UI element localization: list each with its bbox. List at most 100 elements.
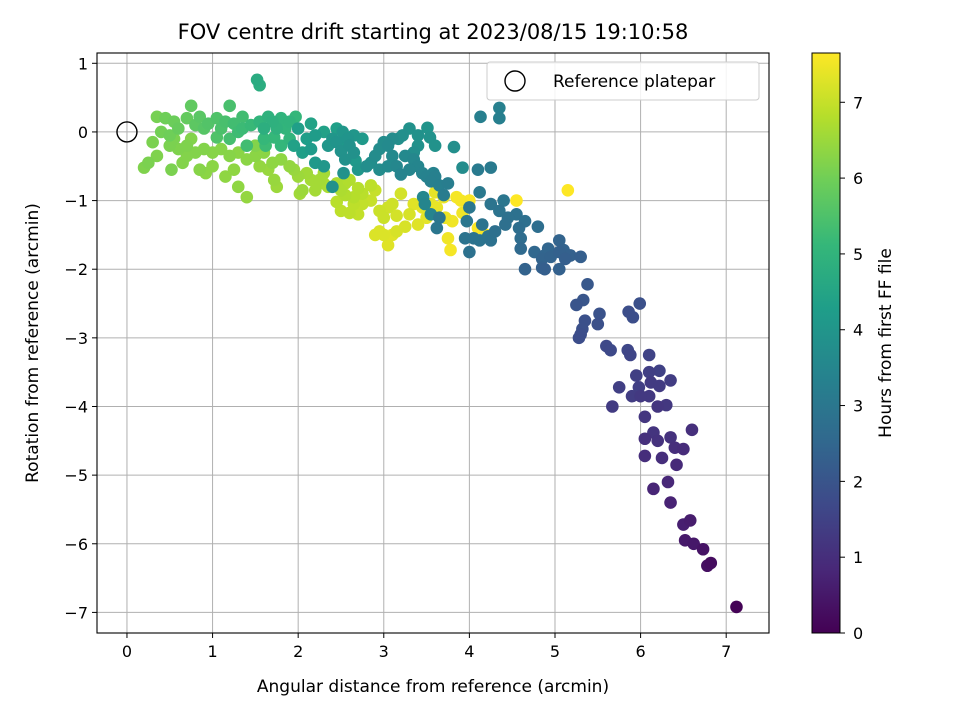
data-point <box>257 132 271 146</box>
data-point <box>552 262 566 276</box>
data-point <box>390 209 403 222</box>
y-axis-ticks: 1 0 −1 −2 −3 −4 −5 −6 −7 <box>64 54 97 622</box>
y-tick-label: −1 <box>64 192 88 211</box>
data-point <box>591 317 605 331</box>
data-point <box>683 514 697 527</box>
data-point <box>418 197 432 211</box>
data-point <box>364 179 378 192</box>
data-point <box>197 142 211 156</box>
data-point <box>677 442 690 456</box>
data-point <box>214 142 228 156</box>
data-point <box>150 149 164 163</box>
data-point <box>488 225 502 238</box>
x-tick-label: 0 <box>122 642 132 661</box>
data-point <box>499 218 512 231</box>
y-tick-label: −3 <box>64 329 88 348</box>
data-point <box>664 374 677 387</box>
data-point <box>581 278 594 291</box>
colorbar-label: Hours from first FF file <box>876 248 896 438</box>
data-point <box>347 146 361 159</box>
data-point <box>421 121 434 135</box>
data-point <box>512 221 526 235</box>
y-tick-label: −4 <box>64 397 88 416</box>
colorbar-tick-label: 7 <box>853 93 863 112</box>
data-point <box>570 298 583 312</box>
data-point <box>330 195 343 209</box>
colorbar-tick-label: 5 <box>853 245 863 264</box>
data-point <box>454 194 468 207</box>
data-point <box>317 159 331 173</box>
y-tick-label: −2 <box>64 260 88 279</box>
data-point <box>604 343 617 357</box>
data-point <box>664 496 677 509</box>
data-point <box>240 190 254 204</box>
data-point <box>338 153 352 166</box>
data-point <box>326 180 339 194</box>
x-tick-label: 7 <box>721 642 731 661</box>
data-point <box>394 187 408 201</box>
data-point <box>471 163 485 176</box>
data-point <box>606 400 619 413</box>
data-point <box>638 432 652 446</box>
data-point <box>670 458 683 472</box>
data-point <box>394 168 408 181</box>
data-point <box>223 149 236 163</box>
data-point <box>231 180 245 194</box>
data-point <box>274 153 288 166</box>
data-point <box>531 220 545 233</box>
data-point <box>308 129 322 142</box>
data-point <box>493 101 506 115</box>
data-point <box>411 218 425 231</box>
data-point <box>308 183 322 197</box>
data-point <box>219 170 232 183</box>
data-point <box>552 234 566 247</box>
data-point <box>266 115 279 128</box>
data-point <box>142 156 155 170</box>
data-point <box>638 410 652 424</box>
data-point <box>430 221 444 235</box>
data-point <box>274 139 288 152</box>
data-point <box>484 161 498 174</box>
data-point <box>696 542 710 556</box>
data-point <box>227 163 241 176</box>
data-point <box>240 139 254 152</box>
data-point <box>163 129 177 142</box>
data-point <box>441 232 455 245</box>
data-point <box>283 159 296 173</box>
data-point <box>685 423 699 437</box>
data-point <box>730 600 743 614</box>
data-point <box>441 177 455 190</box>
data-point <box>223 132 236 146</box>
legend-marker-icon <box>504 70 526 92</box>
x-tick-label: 5 <box>550 642 560 661</box>
data-point <box>433 211 446 225</box>
data-point <box>653 379 666 393</box>
data-point <box>510 194 523 207</box>
data-point <box>638 449 652 463</box>
data-point <box>386 197 399 211</box>
data-point <box>193 163 207 176</box>
data-point <box>180 139 194 152</box>
data-point <box>664 431 677 444</box>
data-point <box>572 331 586 345</box>
data-point <box>257 122 271 135</box>
data-point <box>381 238 395 252</box>
colorbar-tick-label: 2 <box>853 472 863 491</box>
x-tick-label: 2 <box>293 642 303 661</box>
reference-platepar-marker <box>116 121 138 143</box>
data-point <box>180 111 194 125</box>
data-point <box>206 159 219 173</box>
data-point <box>386 149 399 163</box>
colorbar <box>812 53 840 633</box>
data-point <box>473 186 486 199</box>
data-point <box>377 211 391 225</box>
data-point <box>396 129 409 142</box>
data-point <box>475 218 489 231</box>
data-point <box>287 139 301 152</box>
data-point <box>444 243 457 257</box>
data-point <box>223 99 236 113</box>
data-point <box>630 369 643 382</box>
data-point <box>283 115 296 128</box>
data-point <box>304 117 318 130</box>
